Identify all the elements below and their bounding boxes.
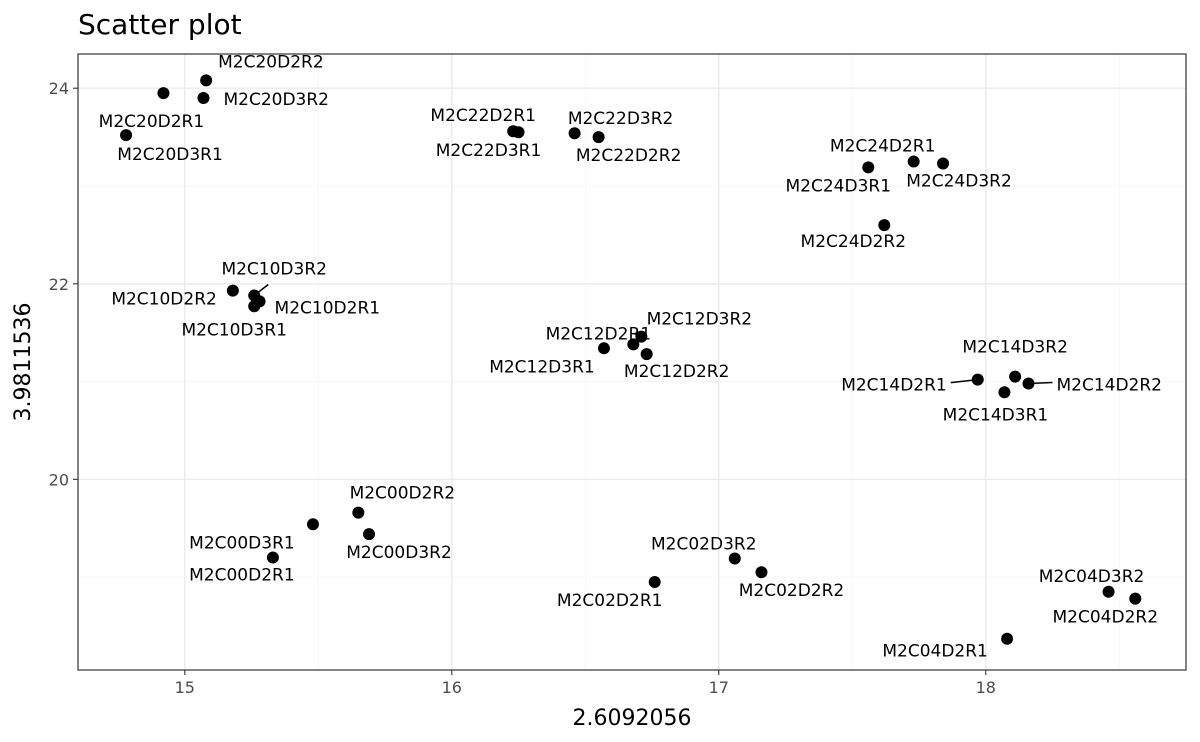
x-tick-label: 17 xyxy=(709,678,729,697)
point-label: M2C02D2R1 xyxy=(557,591,663,611)
scatter-point xyxy=(728,552,741,565)
point-label: M2C20D3R2 xyxy=(223,90,329,110)
scatter-point xyxy=(755,566,768,579)
scatter-point xyxy=(226,284,239,297)
scatter-point xyxy=(862,161,875,174)
point-label: M2C02D3R2 xyxy=(651,535,757,555)
scatter-point xyxy=(971,373,984,386)
point-label: M2C04D2R1 xyxy=(882,642,988,662)
scatter-point xyxy=(998,386,1011,399)
x-axis: 15 16 17 18 xyxy=(175,670,996,697)
scatter-point xyxy=(248,300,261,313)
scatter-point xyxy=(363,528,376,541)
y-tick-label: 22 xyxy=(49,275,69,294)
scatter-point xyxy=(157,87,170,100)
point-label: M2C04D2R2 xyxy=(1053,608,1159,628)
point-label: M2C12D2R1 xyxy=(546,324,652,344)
scatter-point xyxy=(1009,370,1022,383)
data-points xyxy=(120,74,1142,645)
point-label: M2C10D3R1 xyxy=(181,320,287,340)
x-tick-label: 16 xyxy=(442,678,462,697)
point-label: M2C20D2R2 xyxy=(218,52,324,72)
point-label: M2C22D3R1 xyxy=(436,141,542,161)
point-label: M2C04D3R2 xyxy=(1039,567,1145,587)
scatter-point xyxy=(512,126,525,139)
point-label: M2C00D3R1 xyxy=(189,533,295,553)
point-label: M2C12D3R1 xyxy=(489,357,595,377)
x-tick-label: 18 xyxy=(976,678,996,697)
point-label: M2C24D3R2 xyxy=(906,172,1012,192)
point-label: M2C22D2R1 xyxy=(430,106,536,126)
chart-title: Scatter plot xyxy=(78,8,242,41)
point-label: M2C24D3R1 xyxy=(786,176,892,196)
point-label: M2C10D2R2 xyxy=(111,290,217,310)
point-label: M2C02D2R2 xyxy=(739,581,845,601)
plot-panel: M2C20D2R2 M2C20D3R2 M2C20D2R1 M2C20D3R1 M2C2… xyxy=(77,52,1187,671)
y-tick-label: 20 xyxy=(49,470,69,489)
point-label: M2C00D2R2 xyxy=(350,484,456,504)
scatter-point xyxy=(1022,377,1035,390)
point-label: M2C20D2R1 xyxy=(99,112,205,132)
point-labels: M2C20D2R2 M2C20D3R2 M2C20D2R1 M2C20D3R1 M2C2… xyxy=(99,52,1162,661)
scatter-point xyxy=(937,157,950,170)
grid-lines xyxy=(78,54,1186,670)
scatter-point xyxy=(1129,592,1142,605)
panel-border xyxy=(77,53,1187,671)
point-label: M2C10D2R1 xyxy=(275,298,381,318)
scatter-point xyxy=(878,219,891,232)
scatter-point xyxy=(306,518,319,531)
scatter-point xyxy=(640,348,653,361)
scatter-point xyxy=(1102,585,1115,598)
scatter-point xyxy=(352,506,365,519)
scatter-point xyxy=(200,74,213,87)
scatter-point xyxy=(120,129,133,142)
scatter-point xyxy=(568,127,581,140)
scatter-point xyxy=(627,338,640,351)
scatter-point xyxy=(648,576,661,588)
point-label: M2C24D2R2 xyxy=(801,232,907,252)
point-label: M2C20D3R1 xyxy=(117,145,223,165)
scatter-point xyxy=(592,131,605,144)
scatter-point xyxy=(907,155,920,168)
scatter-point xyxy=(1001,632,1014,645)
point-label: M2C22D2R2 xyxy=(576,146,682,166)
y-axis: 20 22 24 xyxy=(49,79,78,489)
point-label: M2C24D2R1 xyxy=(830,137,936,157)
point-label: M2C00D3R2 xyxy=(346,543,452,563)
y-axis-title: 3.9811536 xyxy=(11,303,36,422)
x-axis-title: 2.6092056 xyxy=(573,706,692,731)
point-label: M2C14D3R2 xyxy=(962,338,1068,358)
point-label: M2C22D3R2 xyxy=(568,109,674,129)
x-tick-label: 15 xyxy=(175,678,195,697)
point-label: M2C14D3R1 xyxy=(943,405,1049,425)
point-label: M2C12D3R2 xyxy=(647,310,753,330)
point-label: M2C14D2R1 xyxy=(841,376,947,396)
scatter-point xyxy=(197,92,210,104)
point-label: M2C10D3R2 xyxy=(221,260,327,280)
scatter-point xyxy=(266,551,279,564)
point-label: M2C00D2R1 xyxy=(189,566,295,586)
scatter-point xyxy=(635,330,648,343)
point-label: M2C12D2R2 xyxy=(624,362,730,382)
scatter-point xyxy=(597,342,610,355)
y-tick-label: 24 xyxy=(49,79,69,98)
point-label: M2C14D2R2 xyxy=(1056,376,1162,396)
